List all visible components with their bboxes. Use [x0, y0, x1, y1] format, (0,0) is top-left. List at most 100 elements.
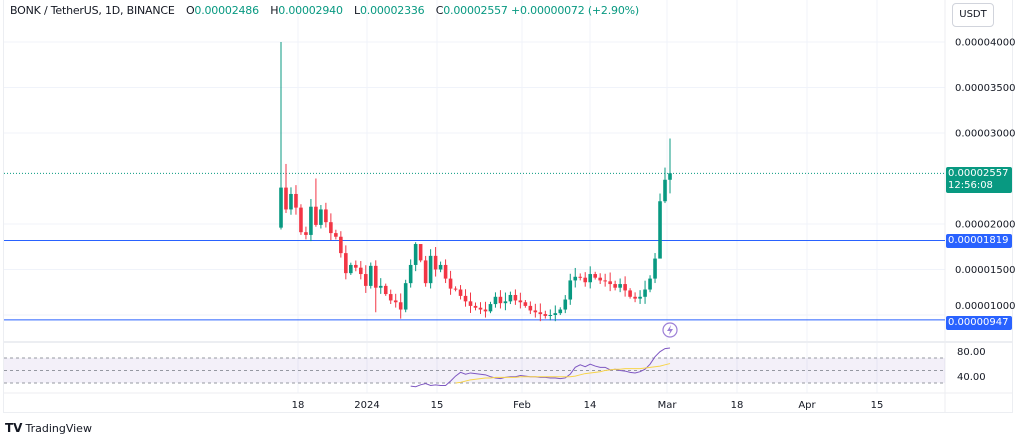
close-value: 0.00002557: [443, 4, 508, 17]
rsi-tick-label: 40.00: [957, 372, 986, 383]
rsi-ma-line: [455, 363, 671, 384]
candle-body: [388, 294, 393, 301]
low-label: L: [354, 4, 360, 17]
tradingview-logo[interactable]: 𝗧𝗩 TradingView: [5, 421, 92, 435]
time-tick-label: 18: [731, 400, 744, 411]
candle-body: [508, 294, 513, 302]
candle-body: [613, 284, 617, 288]
candle-body: [358, 267, 363, 275]
candle-body: [543, 314, 548, 316]
candle-body: [448, 278, 453, 289]
close-label: C: [435, 4, 444, 17]
price-tick-label: 0.00001500: [955, 265, 1015, 276]
candle-body: [354, 264, 358, 268]
price-tick-label: 0.00001000: [955, 301, 1015, 312]
candle-body: [408, 264, 413, 284]
candle-body: [473, 305, 478, 308]
candle-body: [463, 295, 468, 302]
time-tick-label: 15: [431, 400, 444, 411]
candle-body: [324, 209, 328, 223]
candle-body: [538, 312, 543, 315]
candle-body: [533, 310, 538, 313]
candle-body: [623, 284, 627, 291]
candle-body: [319, 209, 323, 225]
candle-body: [643, 289, 647, 297]
tradingview-logo-icon: 𝗧𝗩: [5, 421, 23, 435]
candle-body: [518, 300, 523, 303]
bar-countdown: 12:56:08: [948, 180, 993, 191]
candle-body: [279, 187, 283, 228]
candle-body: [289, 193, 293, 210]
candle-body: [598, 277, 602, 281]
candle-body: [478, 307, 483, 310]
candle-body: [603, 280, 607, 282]
candle-body: [513, 294, 518, 301]
candle-body: [628, 290, 632, 297]
last-price-value: 0.00002557: [948, 168, 1009, 179]
price-tick-label: 0.00002000: [955, 220, 1015, 231]
candle-body: [284, 187, 288, 210]
candle-body: [663, 179, 667, 202]
candle-body: [398, 302, 403, 310]
candle-body: [568, 280, 573, 300]
candle-body: [488, 304, 493, 312]
candle-body: [558, 309, 563, 314]
time-tick-label: Mar: [658, 400, 678, 411]
lightning-icon: [667, 325, 673, 335]
symbol-legend: BONK / TetherUS, 1D, BINANCE O0.00002486…: [10, 4, 639, 17]
candle-body: [483, 309, 488, 312]
price-tick-label: 0.00003000: [955, 129, 1015, 140]
price-tick-label: 0.00003500: [955, 83, 1015, 94]
candle-body: [498, 296, 503, 304]
candle-body: [563, 299, 568, 310]
candle-body: [329, 222, 333, 234]
rsi-tick-label: 80.00: [957, 347, 986, 358]
tradingview-brand: TradingView: [25, 421, 92, 435]
candle-body: [309, 206, 313, 235]
candle-body: [633, 296, 637, 299]
last-price-tag: 0.00002557 12:56:08: [946, 167, 1012, 193]
candle-body: [299, 207, 303, 233]
candle-body: [413, 244, 418, 265]
candle-body: [593, 274, 597, 278]
candle-body: [658, 201, 662, 259]
candle-body: [573, 276, 578, 281]
candle-body: [523, 302, 528, 306]
change-value: +0.00000072 (+2.90%): [511, 4, 639, 17]
candle-body: [344, 253, 348, 274]
candle-body: [368, 265, 373, 286]
candle-body: [653, 258, 657, 279]
candle-body: [418, 244, 423, 261]
candle-body: [428, 255, 433, 284]
symbol-title[interactable]: BONK / TetherUS, 1D, BINANCE: [10, 4, 175, 17]
candle-body: [618, 284, 622, 288]
high-label: H: [270, 4, 279, 17]
candle-body: [588, 274, 593, 283]
currency-button[interactable]: USDT: [952, 3, 994, 27]
candle-body: [458, 289, 463, 296]
time-tick-label: Feb: [513, 400, 531, 411]
rsi-line: [410, 347, 671, 388]
candle-body: [378, 285, 383, 288]
time-tick-label: 14: [584, 400, 597, 411]
candle-body: [493, 296, 498, 305]
price-tick-label: 0.00004000: [955, 38, 1015, 49]
candle-body: [503, 301, 508, 304]
time-tick-label: Apr: [798, 400, 816, 411]
hline-tag-1[interactable]: 0.00001819: [946, 234, 1012, 248]
candle-body: [314, 206, 318, 225]
hline-tag-2[interactable]: 0.00000947: [946, 316, 1012, 330]
candle-body: [433, 255, 438, 270]
candle-body: [453, 288, 458, 290]
candle-body: [294, 193, 298, 208]
time-tick-label: 18: [292, 400, 305, 411]
candle-body: [548, 315, 553, 316]
candle-body: [668, 173, 672, 180]
candle-body: [438, 264, 443, 270]
candle-body: [383, 285, 388, 295]
open-label: O: [185, 4, 195, 17]
candle-body: [349, 264, 353, 274]
candle-body: [373, 265, 378, 288]
